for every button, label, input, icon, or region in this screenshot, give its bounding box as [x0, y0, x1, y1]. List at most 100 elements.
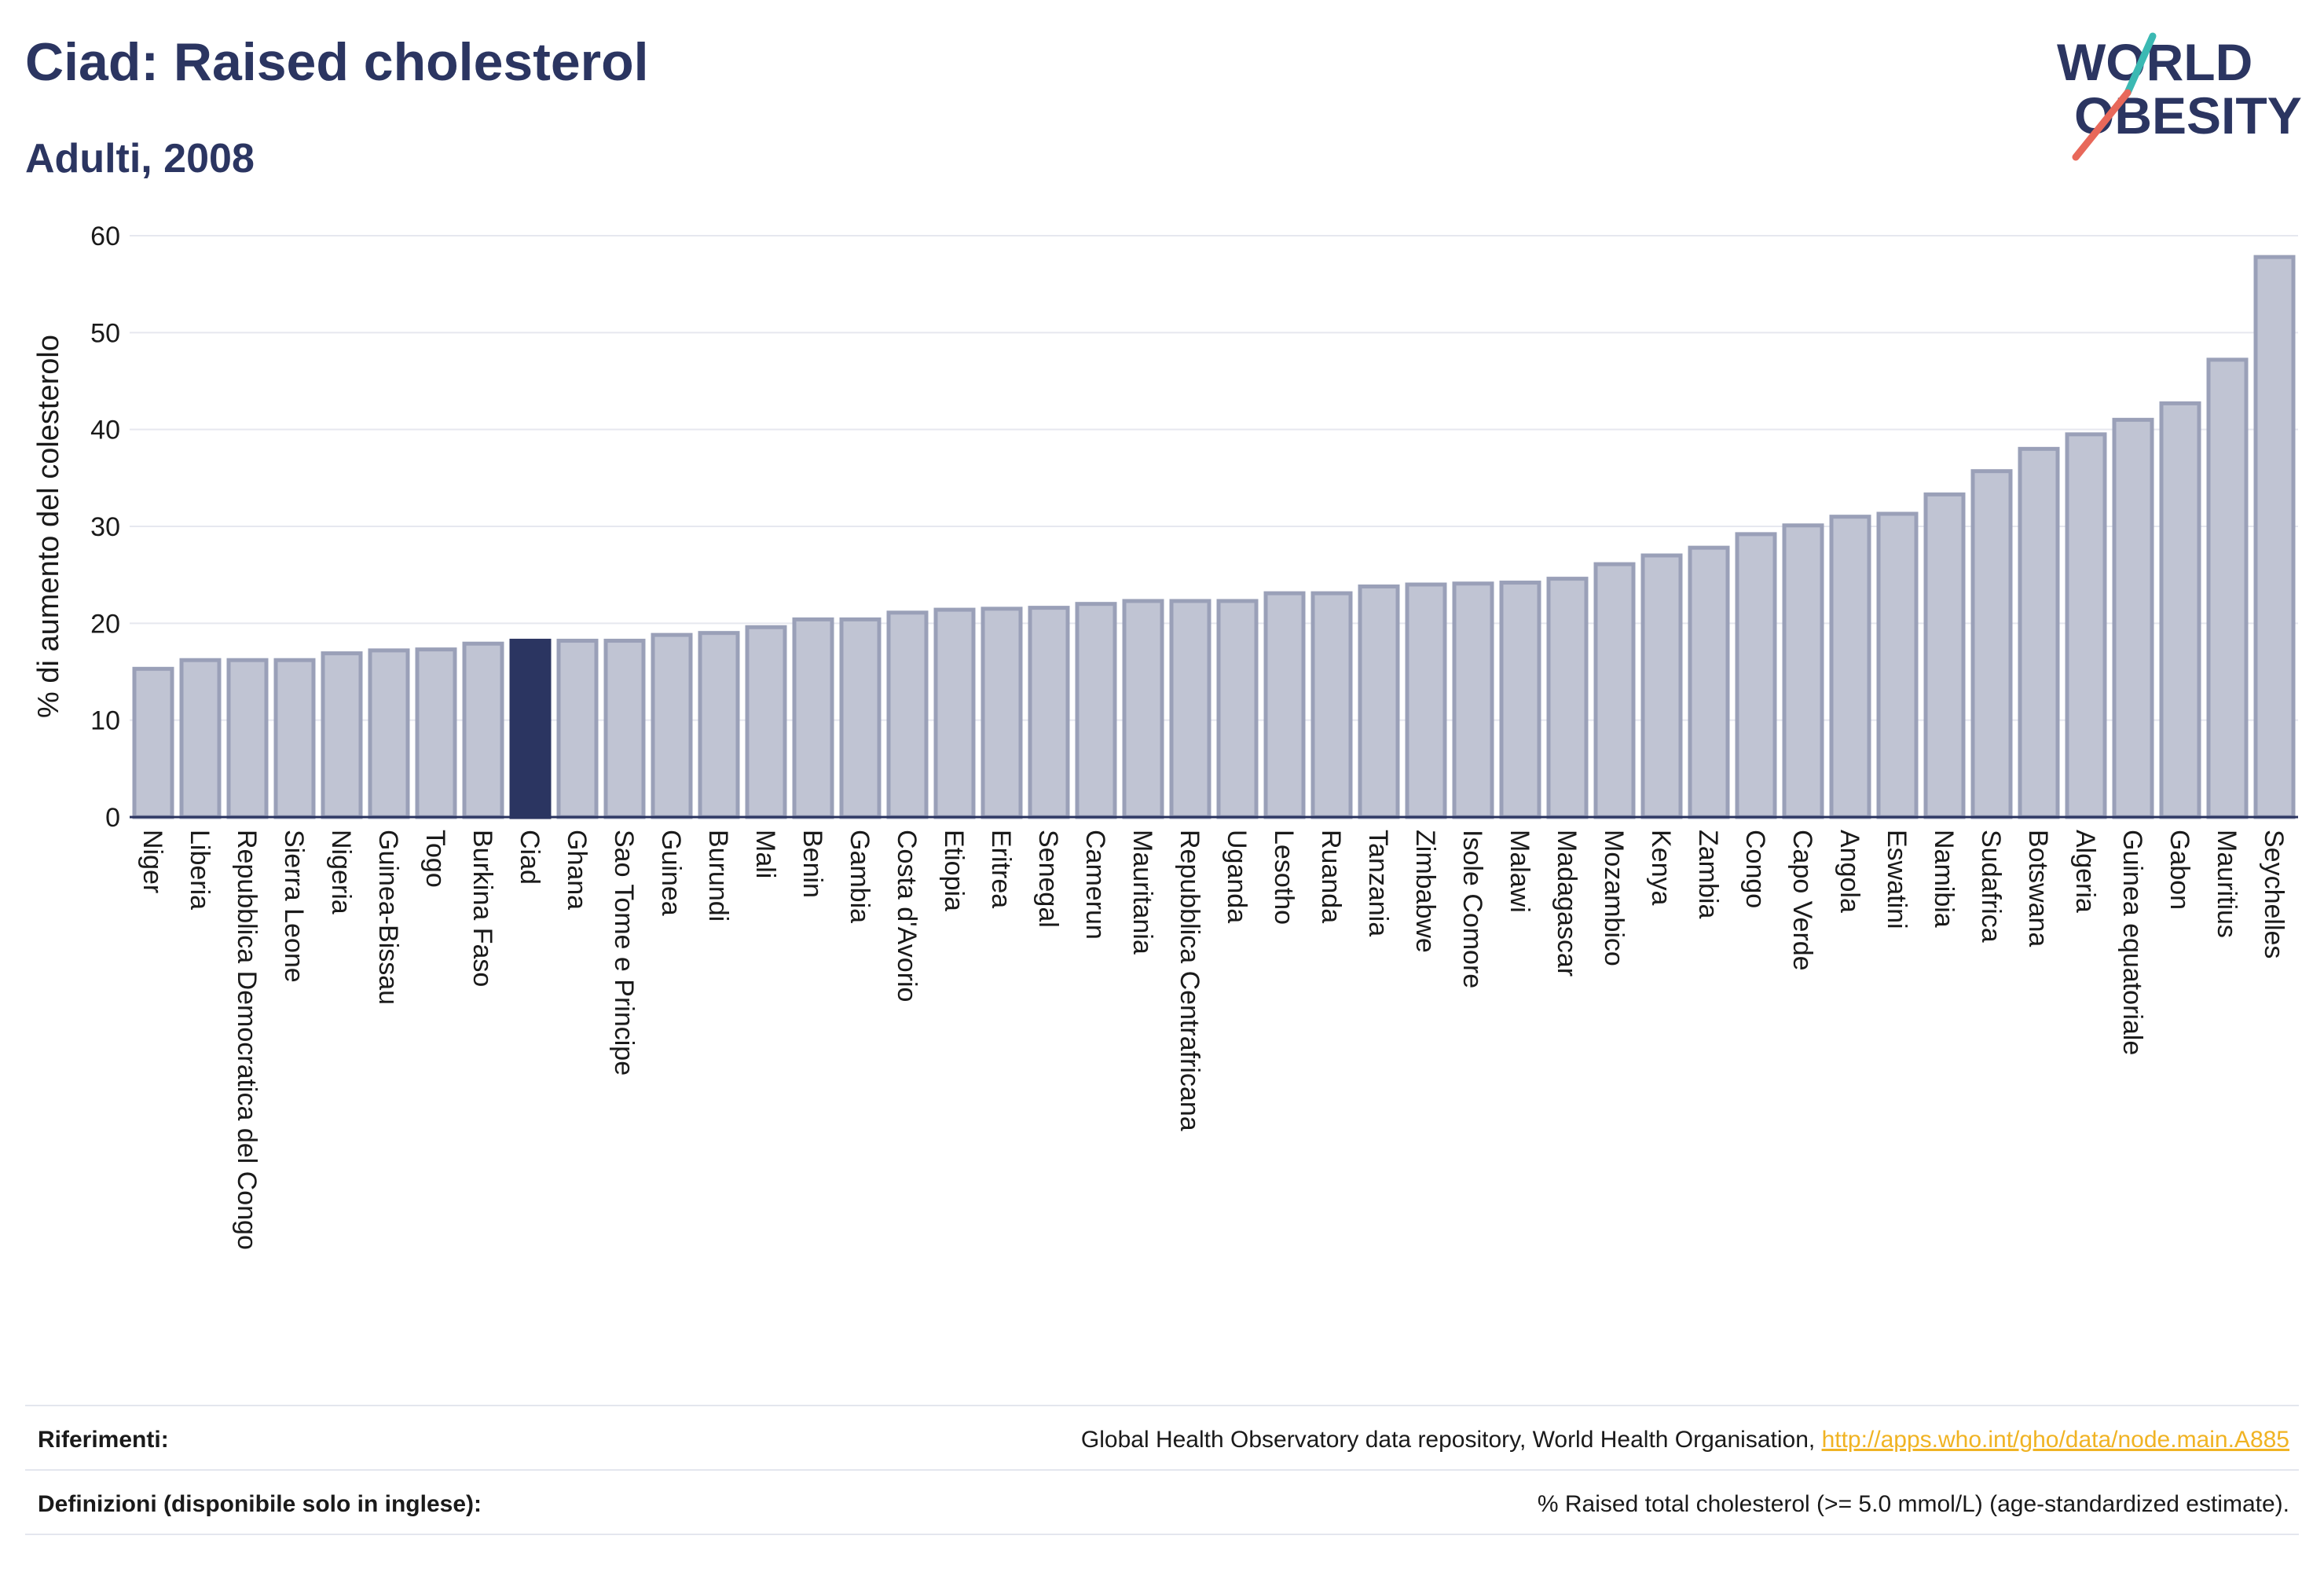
x-tick-label: Niger	[137, 830, 167, 893]
references-value: Global Health Observatory data repositor…	[1081, 1427, 2289, 1453]
bar	[745, 625, 787, 819]
references-text: Global Health Observatory data repositor…	[1080, 1427, 1822, 1453]
x-tick-label: Uganda	[1222, 830, 1252, 923]
x-tick-label: Mauritius	[2212, 830, 2242, 938]
bar	[1688, 545, 1730, 819]
x-tick-label: Camerun	[1080, 830, 1110, 940]
bar	[321, 651, 363, 819]
x-tick-label: Eritrea	[986, 830, 1016, 908]
x-tick-label: Botswana	[2023, 830, 2053, 947]
x-tick-label: Algeria	[2070, 830, 2100, 913]
x-tick-label: Gambia	[845, 830, 874, 923]
y-tick-label: 20	[90, 609, 120, 639]
y-tick-label: 10	[90, 706, 120, 736]
bar	[2253, 255, 2296, 819]
x-tick-label: Ghana	[562, 830, 592, 910]
x-tick-label: Repubblica Democratica del Congo	[232, 830, 262, 1250]
bar	[132, 666, 174, 819]
references-link[interactable]: http://apps.who.int/gho/data/node.main.A…	[1821, 1427, 2289, 1453]
world-obesity-logo: WORLD OBESITY	[2057, 32, 2302, 161]
x-tick-label: Namibia	[1929, 830, 1959, 928]
x-tick-label: Mozambico	[1599, 830, 1629, 966]
y-tick-label: 40	[90, 416, 120, 445]
x-tick-label: Guinea equatoriale	[2117, 830, 2147, 1055]
footer-references-row: Riferimenti: Global Health Observatory d…	[25, 1405, 2299, 1469]
x-tick-label: Capo Verde	[1787, 830, 1817, 971]
y-tick-label: 60	[90, 222, 120, 251]
bar	[1216, 599, 1259, 819]
bar	[1970, 469, 2013, 819]
x-tick-label: Zimbabwe	[1410, 830, 1440, 953]
x-tick-label: Senegal	[1033, 830, 1063, 928]
bar	[2206, 357, 2249, 819]
bar	[1735, 532, 1777, 819]
bar	[1169, 599, 1211, 819]
bar	[1640, 553, 1683, 819]
bar	[2159, 401, 2201, 819]
bar	[179, 658, 222, 819]
bar	[603, 639, 646, 819]
x-tick-label: Togo	[420, 830, 450, 888]
chart-title: Ciad: Raised cholesterol	[25, 32, 649, 92]
bar	[1876, 511, 1919, 819]
x-tick-label: Liberia	[185, 830, 214, 910]
bar	[2018, 446, 2060, 819]
x-tick-label: Mauritania	[1127, 830, 1157, 955]
bar	[1358, 584, 1400, 819]
bar	[2112, 417, 2154, 819]
bar	[1499, 581, 1541, 819]
x-tick-label: Costa d'Avorio	[892, 830, 922, 1002]
bar	[462, 641, 504, 819]
bar	[698, 631, 740, 819]
x-tick-label: Eswatini	[1882, 830, 1912, 929]
x-tick-label: Lesotho	[1269, 830, 1299, 925]
logo-slash-coral	[2072, 89, 2132, 161]
y-tick-label: 0	[105, 803, 120, 833]
bar	[981, 607, 1023, 819]
logo-slash-teal	[2124, 32, 2157, 97]
bar	[792, 617, 834, 819]
x-tick-label: Angola	[1835, 830, 1864, 913]
x-tick-label: Kenya	[1646, 830, 1676, 905]
x-tick-label: Etiopia	[939, 830, 969, 911]
x-tick-label: Sudafrica	[1976, 830, 2006, 943]
bar	[1452, 581, 1494, 819]
bar	[509, 639, 552, 819]
definitions-value: % Raised total cholesterol (>= 5.0 mmol/…	[1537, 1491, 2289, 1517]
x-tick-label: Tanzania	[1363, 830, 1393, 936]
bar	[651, 632, 693, 819]
x-tick-label: Repubblica Centrafricana	[1175, 830, 1204, 1131]
x-tick-label: Gabon	[2165, 830, 2194, 910]
bar	[2065, 432, 2107, 819]
bar	[1829, 515, 1871, 819]
x-tick-label: Sierra Leone	[279, 830, 309, 983]
x-tick-label: Nigeria	[326, 830, 356, 914]
y-tick-label: 30	[90, 512, 120, 542]
x-tick-label: Burkina Faso	[467, 830, 497, 987]
footer-definitions-row: Definizioni (disponibile solo in inglese…	[25, 1469, 2299, 1534]
bar-chart: 0 10 20 30 40 50 60 % di aumento del colesterol…	[32, 222, 2298, 1250]
chart-subtitle: Adulti, 2008	[25, 136, 255, 181]
bar	[226, 658, 269, 819]
bar	[273, 658, 316, 819]
x-tick-label: Malawi	[1505, 830, 1534, 913]
bar	[1782, 523, 1824, 819]
bar	[368, 648, 410, 819]
x-tick-label: Ciad	[515, 830, 544, 885]
x-tick-label: Ruanda	[1316, 830, 1346, 923]
x-tick-label: Burundi	[703, 830, 733, 922]
references-label: Riferimenti:	[38, 1427, 169, 1453]
bar	[1593, 562, 1636, 819]
x-tick-label: Zambia	[1693, 830, 1723, 918]
footer-bottom-rule	[25, 1534, 2299, 1535]
bar	[415, 647, 457, 819]
bar	[1405, 582, 1447, 819]
x-tick-label: Congo	[1740, 830, 1770, 908]
x-tick-label: Mali	[750, 830, 780, 878]
bar	[1122, 599, 1164, 819]
bar	[1923, 492, 1966, 819]
bar	[1028, 606, 1070, 819]
x-tick-label: Benin	[797, 830, 827, 898]
logo-text-world: WORLD	[2057, 33, 2253, 91]
bar	[839, 617, 882, 819]
